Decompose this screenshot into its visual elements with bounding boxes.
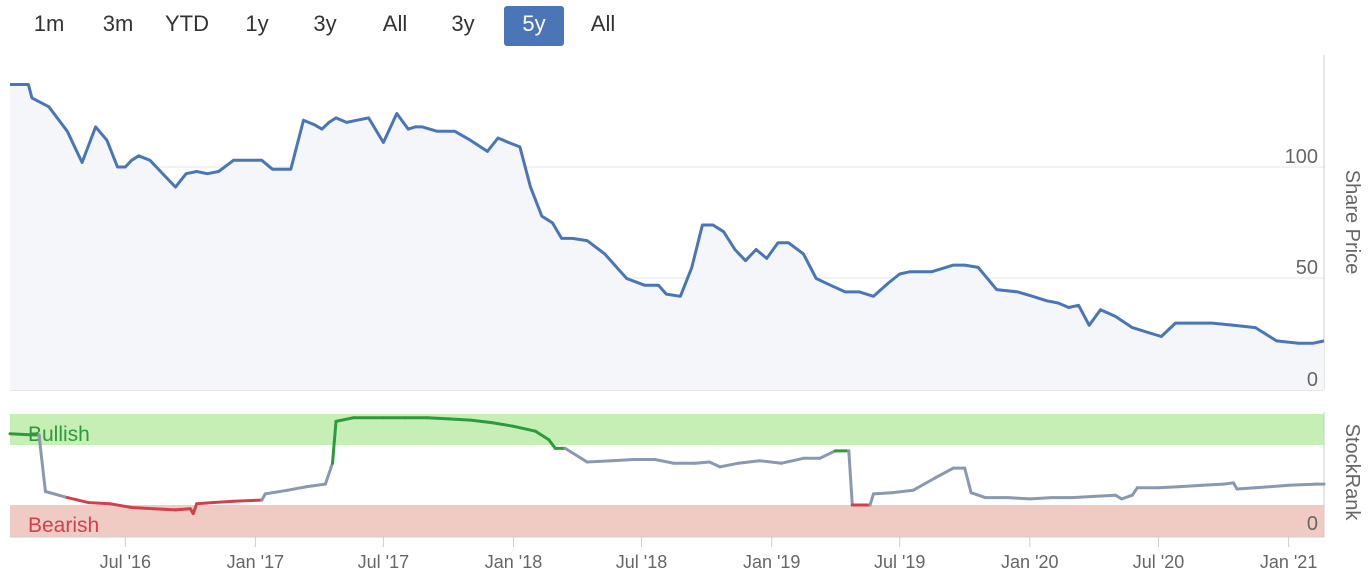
- range-all-button-2[interactable]: All: [590, 11, 616, 36]
- stockrank-series: [8, 416, 1326, 516]
- stockrank-segment: [1006, 496, 1032, 501]
- stockrank-segment: [1070, 494, 1096, 500]
- stockrank-segment: [130, 506, 156, 511]
- bullish-zone-label: Bullish: [28, 423, 90, 446]
- stockrank-segment: [758, 459, 784, 465]
- stockrank-segment: [331, 419, 338, 465]
- stockrank-segment: [1092, 493, 1117, 498]
- price-tick-0: 0: [1307, 369, 1318, 391]
- stockrank-segment: [447, 417, 472, 422]
- stockrank-segment: [718, 461, 740, 469]
- stockrank-segment: [65, 496, 90, 505]
- stockrank-segment: [305, 482, 327, 489]
- range-5y-button[interactable]: 5y: [504, 6, 564, 46]
- x-axis-label: Jul '17: [358, 552, 409, 572]
- stockrank-segment: [108, 502, 134, 509]
- stockrank-segment: [911, 476, 937, 492]
- bearish-zone-label: Bearish: [28, 514, 99, 537]
- stockrank-segment: [1178, 483, 1204, 489]
- range-1y-button[interactable]: 1y: [245, 11, 269, 36]
- range-1m-button[interactable]: 1m: [33, 11, 65, 36]
- range-3m-button[interactable]: 3m: [102, 11, 134, 36]
- price-series-line: [10, 83, 1325, 345]
- x-axis-label: Jan '17: [227, 552, 284, 572]
- stockrank-segment: [890, 488, 915, 495]
- x-axis-label: Jul '18: [616, 552, 667, 572]
- stockrank-segment: [174, 507, 192, 512]
- stockrank-segment: [512, 424, 537, 433]
- price-tick-50: 50: [1296, 257, 1318, 279]
- x-axis-label: Jul '20: [1133, 552, 1184, 572]
- stockrank-segment: [263, 488, 289, 496]
- stockrank-segment: [969, 491, 987, 500]
- stockrank-segment: [191, 502, 199, 516]
- stockrank-segment: [847, 449, 854, 507]
- stockrank-segment: [872, 491, 894, 496]
- stockrank-segment: [818, 449, 837, 460]
- stockrank-segment: [963, 466, 973, 495]
- x-axis-label: Jan '21: [1260, 552, 1317, 572]
- stockrank-segment: [610, 458, 636, 463]
- stockrank-segment: [707, 460, 722, 469]
- stockrank-segment: [285, 485, 309, 492]
- stockrank-segment: [152, 507, 177, 512]
- range-3y-button-2[interactable]: 3y: [451, 11, 475, 36]
- x-axis-label: Jan '19: [743, 552, 800, 572]
- stockrank-segment: [425, 416, 450, 421]
- price-tick-100: 100: [1285, 146, 1318, 168]
- stockrank-segment: [534, 429, 551, 442]
- stockrank-segment: [1253, 483, 1291, 490]
- range-ytd-button[interactable]: YTD: [165, 11, 209, 36]
- stockrank-segment: [1287, 482, 1319, 487]
- stockrank-segment: [232, 498, 264, 503]
- stockrank-segment: [1157, 485, 1182, 490]
- x-axis-label: Jan '18: [485, 552, 542, 572]
- stockrank-segment: [1200, 482, 1226, 487]
- stockrank-segment: [1120, 493, 1134, 501]
- stockrank-segment: [693, 460, 711, 465]
- stockrank-segment: [933, 466, 955, 480]
- stockrank-segment: [195, 501, 214, 506]
- stockrank-segment: [780, 456, 805, 465]
- x-axis: Jul '16 Jan '17 Jul '17 Jan '18 Jul '18 Jan '…: [100, 537, 1317, 572]
- bearish-zone: [10, 505, 1324, 537]
- stockrank-segment: [490, 421, 515, 428]
- price-axis-label: Share Price: [1341, 170, 1363, 275]
- stockrank-segment: [585, 459, 614, 464]
- stockrank-segment: [1028, 496, 1054, 501]
- x-axis-label: Jul '19: [874, 552, 925, 572]
- stockrank-segment: [1222, 481, 1235, 486]
- stockrank-segment: [653, 458, 675, 465]
- rank-axis-label: StockRank: [1341, 424, 1363, 522]
- range-3y-button[interactable]: 3y: [313, 11, 337, 36]
- stockrank-segment: [87, 501, 112, 506]
- x-axis-label: Jul '16: [100, 552, 151, 572]
- range-all-button[interactable]: All: [382, 11, 408, 36]
- stockrank-segment: [563, 446, 589, 464]
- stockrank-segment: [547, 438, 557, 450]
- rank-tick-0: 0: [1307, 513, 1318, 535]
- stockrank-segment: [468, 418, 494, 425]
- stockrank-segment: [736, 459, 762, 465]
- stockrank-segment: [37, 433, 47, 493]
- stockrank-segment: [8, 432, 34, 437]
- stockrank-segment: [334, 416, 356, 423]
- stockrank-segment: [210, 499, 235, 505]
- bullish-zone: [10, 414, 1324, 445]
- x-axis-label: Jan '20: [1001, 552, 1058, 572]
- stockrank-segment: [323, 461, 334, 486]
- stockrank-segment: [868, 492, 875, 507]
- stockrank-segment: [1235, 486, 1257, 491]
- price-area-fill: [10, 84, 1324, 390]
- range-selector: 1m 3m YTD 1y 3y All 3y 5y All: [0, 0, 700, 48]
- stockrank-segment: [43, 490, 69, 500]
